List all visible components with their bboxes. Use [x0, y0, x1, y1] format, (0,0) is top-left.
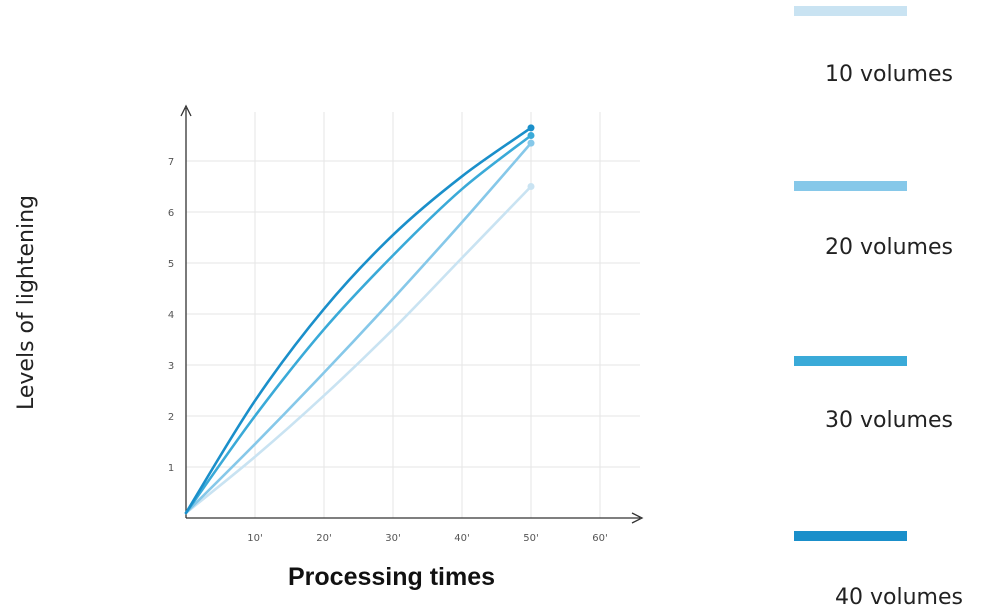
legend-label: 30 volumes — [825, 408, 953, 433]
y-tick-label: 5 — [168, 259, 174, 270]
x-tick-label: 50' — [523, 533, 538, 544]
legend-swatch — [794, 356, 907, 366]
y-tick-label: 1 — [168, 463, 174, 474]
x-axis-label: Processing times — [288, 563, 496, 591]
series-endpoint-2 — [527, 139, 535, 147]
legend-label: 10 volumes — [825, 62, 953, 87]
x-tick-label: 10' — [247, 533, 262, 544]
legend-swatch — [794, 531, 907, 541]
legend-swatch — [794, 181, 907, 191]
axes — [180, 104, 644, 524]
x-tick-label: 60' — [592, 533, 607, 544]
series-endpoint-1 — [527, 183, 535, 190]
y-tick-label: 4 — [168, 310, 174, 321]
y-tick-label: 3 — [168, 361, 174, 372]
y-axis-arrow-icon — [180, 104, 192, 117]
x-tick-label: 30' — [385, 533, 400, 544]
series-endpoint-4 — [527, 124, 535, 132]
grid-lines — [186, 112, 640, 518]
series-lines — [184, 124, 535, 515]
series-endpoint-3 — [527, 132, 535, 139]
legend-label: 40 volumes — [835, 585, 963, 610]
tick-labels: 10' 20' 30' 40' 50' 60' 1 2 3 4 5 6 7 — [168, 157, 608, 544]
x-tick-label: 40' — [454, 533, 469, 544]
series-line-1 — [184, 185, 533, 515]
y-tick-label: 6 — [168, 208, 174, 219]
x-tick-label: 20' — [316, 533, 331, 544]
series-line-3 — [184, 134, 533, 515]
legend-label: 20 volumes — [825, 235, 953, 260]
legend-swatch — [794, 6, 907, 16]
series-line-4 — [184, 126, 533, 515]
y-tick-label: 2 — [168, 412, 174, 423]
y-axis-label: Levels of lightening — [14, 195, 39, 410]
x-axis-arrow-icon — [631, 512, 644, 524]
y-tick-label: 7 — [168, 157, 174, 168]
series-line-2 — [184, 141, 533, 515]
